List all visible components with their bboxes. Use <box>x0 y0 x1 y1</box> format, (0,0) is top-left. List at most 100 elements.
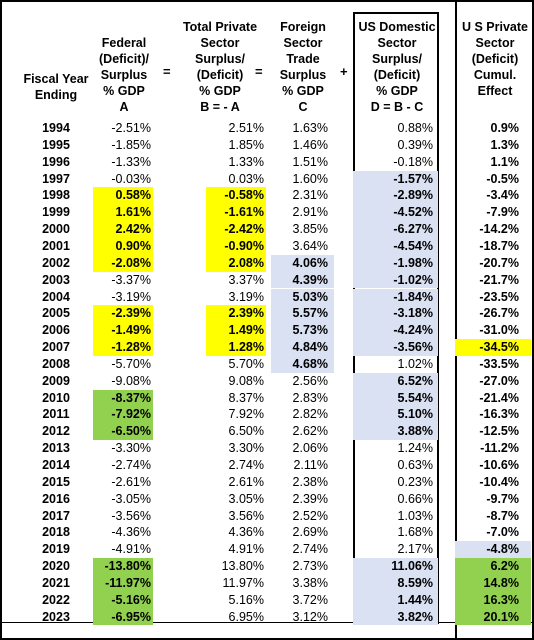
fiscal-year-cell: 2006 <box>42 323 70 338</box>
fiscal-year-cell: 1995 <box>42 137 70 152</box>
private-sector-surplus-cell: 2.39% <box>206 305 266 323</box>
table-row: 2012 -6.50% 6.50% 2.62% 3.88% -12.5% <box>0 423 534 441</box>
foreign-trade-surplus-cell: 2.39% <box>292 491 328 506</box>
fiscal-year-cell: 2023 <box>42 609 70 624</box>
us-domestic-surplus-cell: 1.68% <box>397 525 433 540</box>
federal-surplus-cell: -3.19% <box>111 289 151 304</box>
table-row: 2007 -1.28% 1.28% 4.84% -3.56% -34.5% <box>0 339 534 356</box>
table-row: 1997 -0.03% 0.03% 1.60% -1.57% -0.5% <box>0 170 534 188</box>
foreign-trade-surplus-cell: 3.64% <box>292 238 328 253</box>
table-row: 2020 -13.80% 13.80% 2.73% 11.06% 6.2% <box>0 558 534 575</box>
us-domestic-surplus-cell: -1.84% <box>353 288 438 306</box>
foreign-trade-surplus-cell: 4.39% <box>271 271 334 289</box>
foreign-trade-surplus-cell: 2.31% <box>292 188 328 203</box>
private-sector-surplus-cell: -0.58% <box>206 187 266 205</box>
us-domestic-surplus-cell: 0.66% <box>397 491 433 506</box>
foreign-trade-surplus-cell: 1.51% <box>292 154 328 169</box>
private-cumulative-cell: 1.3% <box>490 137 520 152</box>
fiscal-year-cell: 2016 <box>42 491 70 506</box>
plus-sign: + <box>340 64 348 79</box>
federal-surplus-cell: -2.08% <box>93 254 153 272</box>
foreign-trade-surplus-cell: 2.74% <box>292 542 328 557</box>
federal-surplus-cell: -7.92% <box>93 406 153 424</box>
table-row: 2023 -6.95% 6.95% 3.12% 3.82% 20.1% <box>0 608 534 626</box>
foreign-trade-surplus-cell: 3.72% <box>292 592 328 607</box>
table-row: 1994 -2.51% 2.51% 1.63% 0.88% 0.9% <box>0 120 534 137</box>
foreign-trade-surplus-cell: 4.06% <box>271 254 334 272</box>
private-sector-surplus-cell: 3.30% <box>228 441 264 456</box>
private-sector-surplus-cell: 1.85% <box>228 137 264 152</box>
private-sector-surplus-cell: -0.90% <box>206 237 266 255</box>
table-row: 2021 -11.97% 11.97% 3.38% 8.59% 14.8% <box>0 574 534 592</box>
foreign-trade-surplus-cell: 2.73% <box>292 559 328 574</box>
private-sector-surplus-cell: 2.51% <box>228 121 264 135</box>
foreign-trade-surplus-cell: 3.85% <box>292 222 328 237</box>
private-cumulative-cell: -8.7% <box>486 508 519 523</box>
private-sector-surplus-cell: 5.70% <box>228 356 264 371</box>
table-row: 2000 2.42% -2.42% 3.85% -6.27% -14.2% <box>0 221 534 238</box>
foreign-trade-surplus-cell: 2.06% <box>292 441 328 456</box>
fiscal-year-cell: 2021 <box>42 575 70 590</box>
private-cumulative-cell: -20.7% <box>479 255 519 270</box>
table-row: 2016 -3.05% 3.05% 2.39% 0.66% -9.7% <box>0 491 534 508</box>
private-sector-surplus-cell: 7.92% <box>228 407 264 422</box>
table-row: 2009 -9.08% 9.08% 2.56% 6.52% -27.0% <box>0 372 534 390</box>
fiscal-year-cell: 2003 <box>42 272 70 287</box>
federal-surplus-cell: -2.74% <box>111 458 151 472</box>
foreign-trade-surplus-cell: 2.83% <box>292 390 328 405</box>
federal-surplus-cell: -2.51% <box>111 121 151 135</box>
private-cumulative-cell: -33.5% <box>479 356 519 371</box>
private-cumulative-cell: -21.7% <box>479 272 519 287</box>
header-private-cumulative: U S Private Sector (Deficit) Cumul. Effe… <box>461 20 528 98</box>
private-cumulative-cell: -18.7% <box>479 238 519 253</box>
private-sector-surplus-cell: 0.03% <box>228 171 264 186</box>
private-sector-surplus-cell: 6.95% <box>228 609 264 624</box>
private-sector-surplus-cell: 3.19% <box>228 289 264 304</box>
private-sector-surplus-cell: 6.50% <box>228 424 264 439</box>
private-sector-surplus-cell: 3.56% <box>228 508 264 523</box>
private-cumulative-cell: -23.5% <box>479 289 519 304</box>
table-row: 2008 -5.70% 5.70% 4.68% 1.02% -33.5% <box>0 355 534 373</box>
us-domestic-surplus-cell: 0.88% <box>397 121 433 135</box>
private-cumulative-cell: -4.8% <box>455 541 531 559</box>
fiscal-year-cell: 2001 <box>42 238 70 253</box>
foreign-trade-surplus-cell: 2.11% <box>293 458 328 472</box>
table-row: 1998 0.58% -0.58% 2.31% -2.89% -3.4% <box>0 187 534 205</box>
federal-surplus-cell: -1.33% <box>111 154 151 169</box>
private-cumulative-cell: -16.3% <box>479 407 519 422</box>
private-sector-surplus-cell: 5.16% <box>228 592 264 607</box>
header-fiscal-year: Fiscal Year Ending <box>23 72 89 102</box>
us-domestic-surplus-cell: 5.10% <box>353 406 438 424</box>
federal-surplus-cell: 0.58% <box>93 187 153 205</box>
foreign-trade-surplus-cell: 2.56% <box>292 373 328 388</box>
fiscal-year-cell: 1998 <box>42 188 70 203</box>
private-sector-surplus-cell: 13.80% <box>221 559 264 574</box>
private-cumulative-cell: -34.5% <box>455 339 531 356</box>
federal-surplus-cell: -6.50% <box>93 423 153 441</box>
foreign-trade-surplus-cell: 5.73% <box>271 322 334 340</box>
private-cumulative-cell: -31.0% <box>479 323 519 338</box>
table-row: 2011 -7.92% 7.92% 2.82% 5.10% -16.3% <box>0 406 534 424</box>
fiscal-year-cell: 1996 <box>42 154 70 169</box>
fiscal-year-cell: 2018 <box>42 525 70 540</box>
foreign-trade-surplus-cell: 4.84% <box>271 339 334 356</box>
fiscal-year-cell: 2008 <box>42 356 70 371</box>
us-domestic-surplus-cell: 3.82% <box>353 608 438 626</box>
private-sector-surplus-cell: 2.08% <box>206 254 266 272</box>
table-row: 2006 -1.49% 1.49% 5.73% -4.24% -31.0% <box>0 322 534 340</box>
equals-sign-1: = <box>163 64 171 79</box>
private-sector-surplus-cell: -2.42% <box>206 221 266 238</box>
fiscal-year-cell: 2015 <box>42 474 70 489</box>
private-cumulative-cell: 1.1% <box>490 154 520 169</box>
private-sector-surplus-cell: 3.37% <box>228 272 264 287</box>
federal-surplus-cell: 0.90% <box>93 237 153 255</box>
private-cumulative-cell: 0.9% <box>490 121 520 135</box>
fiscal-year-cell: 2011 <box>42 407 70 422</box>
table-row: 2015 -2.61% 2.61% 2.38% 0.23% -10.4% <box>0 474 534 491</box>
table-row: 2014 -2.74% 2.74% 2.11% 0.63% -10.6% <box>0 457 534 474</box>
federal-surplus-cell: -2.39% <box>93 305 153 323</box>
fiscal-year-cell: 2013 <box>42 441 70 456</box>
federal-surplus-cell: -9.08% <box>111 373 151 388</box>
private-cumulative-cell: -0.5% <box>486 171 519 186</box>
foreign-trade-surplus-cell: 2.82% <box>292 407 328 422</box>
